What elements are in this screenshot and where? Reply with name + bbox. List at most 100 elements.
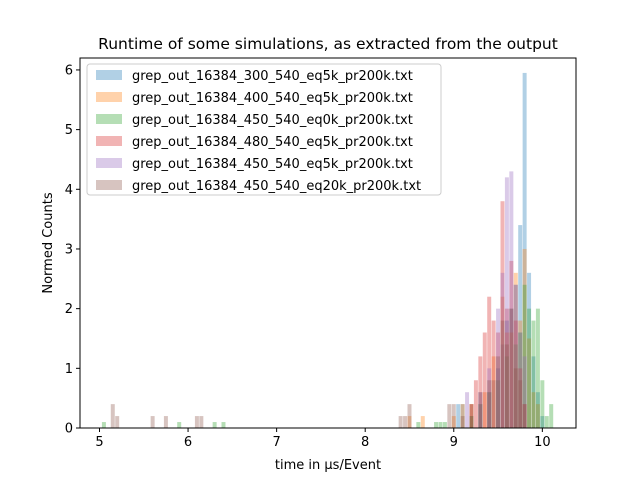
x-tick-label: 9 (450, 435, 458, 450)
histogram-bar (416, 422, 421, 428)
histogram-bar (442, 422, 447, 428)
histogram-bar (500, 320, 505, 428)
y-tick-label: 5 (65, 123, 73, 138)
histogram-bar (504, 344, 509, 428)
histogram-bar (115, 416, 120, 428)
histogram-bar (549, 404, 554, 428)
histogram-bar (509, 260, 514, 428)
chart-title: Runtime of some simulations, as extracte… (98, 35, 558, 53)
legend-label: grep_out_16384_480_540_eq5k_pr200k.txt (132, 135, 413, 150)
legend-swatch (96, 92, 122, 102)
histogram-bar (504, 320, 509, 428)
histogram-bar (500, 344, 505, 428)
histogram-bar (496, 332, 501, 428)
histogram-bar (504, 332, 509, 428)
legend-swatch (96, 70, 122, 80)
histogram-bar (522, 404, 527, 428)
histogram-bar (531, 392, 536, 428)
histogram-bar (487, 392, 492, 428)
histogram-bar (451, 416, 456, 428)
y-tick-label: 1 (65, 362, 73, 377)
histogram-bar (513, 320, 518, 428)
histogram-bar (527, 308, 532, 428)
histogram-bar (491, 380, 496, 428)
histogram-bar (500, 296, 505, 428)
histogram-bar (469, 416, 474, 428)
histogram-bar (469, 416, 474, 428)
histogram-bar (478, 392, 483, 428)
histogram-bar (540, 416, 545, 428)
histogram-bar (518, 225, 523, 428)
histogram-bar (403, 416, 408, 428)
histogram-bar (500, 201, 505, 428)
histogram-bar (465, 392, 470, 428)
histogram-bar (496, 368, 501, 428)
histogram-bar (496, 380, 501, 428)
histogram-bar (456, 404, 461, 428)
histogram-bar (535, 392, 540, 428)
histogram-bar (212, 422, 217, 428)
histogram-bar (478, 404, 483, 428)
x-axis-label: time in μs/Event (275, 458, 381, 473)
histogram-bar (522, 404, 527, 428)
series-4 (469, 201, 527, 428)
histogram-bar (491, 320, 496, 428)
x-tick-label: 5 (95, 435, 103, 450)
histogram-bar (518, 320, 523, 428)
histogram-bar (407, 404, 412, 428)
histogram-bar (527, 338, 532, 428)
legend-label: grep_out_16384_300_540_eq5k_pr200k.txt (132, 69, 413, 84)
histogram-bar (482, 332, 487, 428)
histogram-bar (509, 308, 514, 428)
histogram-bar (434, 422, 439, 428)
y-axis-ticks: 0 1 2 3 4 5 6 (65, 63, 80, 437)
histogram-bar (531, 356, 536, 428)
legend-label: grep_out_16384_450_540_eq20k_pr200k.txt (132, 179, 421, 194)
histogram-bar (487, 380, 492, 428)
histogram-bar (504, 356, 509, 428)
histogram-bar (420, 416, 425, 428)
histogram-bar (469, 404, 474, 428)
histogram-bar (496, 308, 501, 428)
series-5 (465, 171, 527, 429)
legend-swatch (96, 136, 122, 146)
series-2 (407, 248, 540, 428)
y-tick-label: 0 (65, 422, 73, 437)
histogram-bar (518, 368, 523, 428)
histogram-bar (544, 416, 549, 428)
x-tick-label: 6 (184, 435, 192, 450)
legend-frame (86, 63, 442, 196)
histogram-bar (487, 368, 492, 428)
legend-swatch (96, 158, 122, 168)
histogram-bar (513, 344, 518, 428)
histogram-bar (518, 332, 523, 428)
histogram-bar (478, 404, 483, 428)
histogram-bar (221, 422, 226, 428)
y-axis-label: Normed Counts (41, 192, 56, 293)
x-tick-label: 7 (272, 435, 280, 450)
y-tick-label: 3 (65, 242, 73, 257)
histogram-bar (496, 356, 501, 428)
histogram-bar (177, 422, 182, 428)
histogram-bar (473, 380, 478, 428)
histogram-bar (509, 171, 514, 429)
histogram-bar (487, 392, 492, 428)
y-tick-label: 2 (65, 302, 73, 317)
histogram-bar (460, 416, 465, 428)
histogram-bar (482, 392, 487, 428)
histogram-bar (398, 416, 403, 428)
histogram-bar (522, 248, 527, 428)
histogram-bar (504, 177, 509, 428)
plot-area (101, 72, 554, 429)
histogram-bar (504, 308, 509, 428)
legend-swatch (96, 180, 122, 190)
histogram-bar (531, 320, 536, 428)
histogram-bar (110, 404, 115, 428)
legend: grep_out_16384_300_540_eq5k_pr200k.txtgr… (86, 63, 442, 196)
histogram-bar (194, 416, 199, 428)
x-axis-ticks: 5 6 7 8 9 10 (95, 428, 551, 450)
bars-layer (101, 72, 554, 429)
histogram-bar (460, 404, 465, 428)
axes-frame (79, 57, 577, 429)
histogram-bar (518, 380, 523, 428)
